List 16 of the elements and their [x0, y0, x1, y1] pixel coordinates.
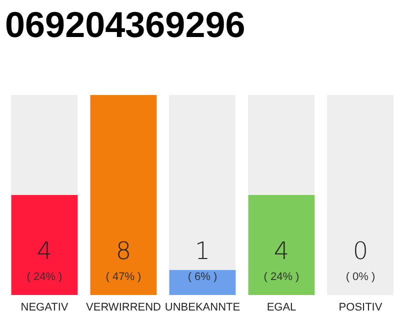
data-label: 4	[274, 237, 290, 265]
data-label: 8	[116, 237, 132, 265]
x-tick-label: POSITIV	[338, 302, 383, 314]
annotation: ( 24% )	[26, 271, 62, 283]
annotation: ( 47% )	[106, 271, 142, 283]
data-label: 0	[352, 237, 368, 265]
x-tick-label: VERWIRREND	[86, 302, 162, 314]
chart-title: 069204369296	[5, 4, 246, 45]
x-tick-label: EGAL	[266, 302, 296, 314]
data-label: 1	[194, 237, 210, 265]
x-tick-label: NEGATIV	[20, 302, 69, 314]
data-label: 4	[36, 237, 52, 265]
annotation: ( 24% )	[264, 271, 300, 283]
x-tick-label: UNBEKANNTE	[164, 302, 240, 314]
annotation: ( 0% )	[346, 271, 376, 283]
annotation: ( 6% )	[188, 271, 218, 283]
